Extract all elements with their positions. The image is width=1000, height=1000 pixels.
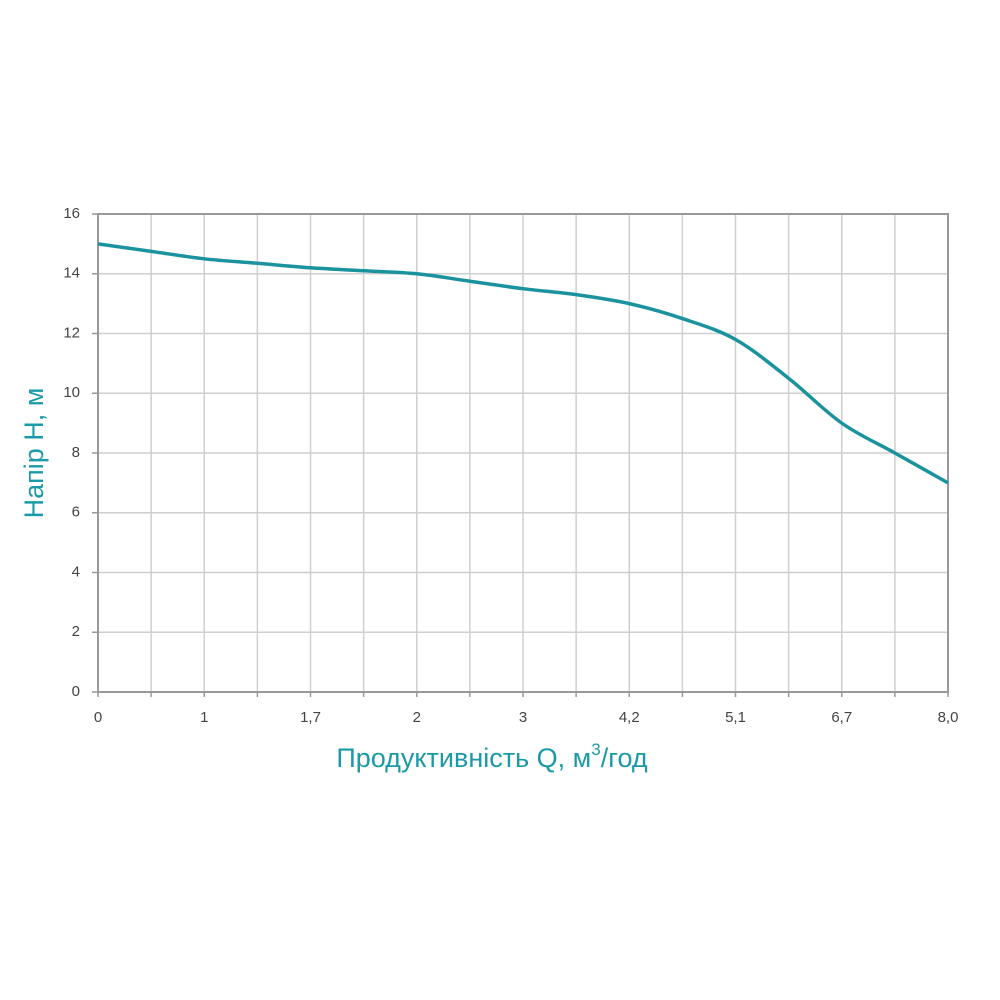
x-tick-label: 1,7 xyxy=(300,709,321,726)
x-axis-title-part: /год xyxy=(601,743,648,773)
y-tick-label: 8 xyxy=(72,444,80,461)
y-tick-label: 14 xyxy=(63,265,80,282)
x-tick-label: 8,0 xyxy=(938,709,959,726)
x-tick-label: 6,7 xyxy=(831,709,852,726)
x-axis-title-part: Продуктивність Q, м xyxy=(336,743,591,773)
x-tick-label: 3 xyxy=(519,709,527,726)
plot-frame xyxy=(97,213,949,693)
y-tick-label: 6 xyxy=(72,504,80,521)
y-axis-title: Напір H, м xyxy=(19,388,49,519)
y-tick-label: 4 xyxy=(72,563,80,580)
x-tick-label: 0 xyxy=(94,709,102,726)
y-tick-label: 10 xyxy=(63,384,80,401)
y-tick-label: 2 xyxy=(72,623,80,640)
x-tick-label: 1 xyxy=(200,709,208,726)
x-tick-label: 2 xyxy=(413,709,421,726)
x-axis-title-sup: 3 xyxy=(591,740,600,759)
y-tick-label: 0 xyxy=(72,683,80,700)
y-tick-label: 12 xyxy=(63,324,80,341)
x-tick-label: 5,1 xyxy=(725,709,746,726)
curve xyxy=(97,242,949,485)
y-tick-label: 16 xyxy=(63,205,80,222)
x-axis-title: Продуктивність Q, м3/год xyxy=(336,740,648,773)
x-tick-label: 4,2 xyxy=(619,709,640,726)
